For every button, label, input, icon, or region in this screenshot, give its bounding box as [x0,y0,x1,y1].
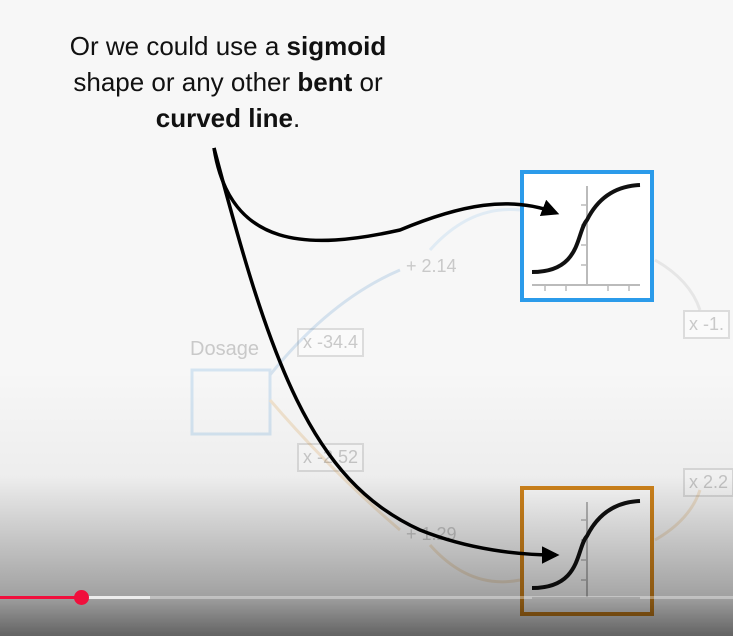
caption-text: Or we could use a sigmoid shape or any o… [69,31,387,133]
arrow-to-top-box [212,147,560,243]
caption-bold-bent: bent [297,67,353,97]
progress-played [0,596,81,599]
dosage-label: Dosage [190,338,259,360]
bias-label-top: + 2.14 [406,256,457,276]
caption-bold-curved-line: curved line [155,103,294,133]
caption-bold-sigmoid: sigmoid [286,31,387,61]
input-node-box [190,368,272,436]
progress-bar[interactable] [0,590,733,605]
output-weight-label-top: x -1. [683,310,731,339]
connection-top [268,268,401,376]
ticks-top [544,204,630,291]
weight-label-top: x -34.4 [297,328,365,357]
sigmoid-curve-top [531,183,641,274]
sigmoid-box-top [520,170,654,302]
connection-out-top [654,258,702,311]
connection-top-2 [428,208,521,251]
connection-out-bottom [654,489,702,542]
progress-scrubber-handle[interactable] [73,590,89,605]
